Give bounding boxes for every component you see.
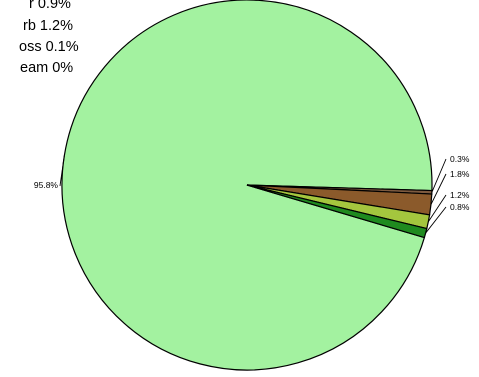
- pie-slice-label: 95.8%: [34, 180, 59, 190]
- pie-leader-line: [430, 173, 447, 205]
- pie-slice: [246, 184, 428, 239]
- pie-labels: 95.8% 0.3% 1.8% 1.2% 0.8%: [34, 154, 470, 212]
- pie-leader-line: [431, 158, 447, 193]
- legend-item: oss 0.1%: [19, 39, 79, 55]
- legend-item: eam 0%: [20, 60, 73, 76]
- pie-slice-label: 0.8%: [450, 202, 470, 212]
- legend-item: r 0.9%: [29, 0, 71, 12]
- legend-item: rb 1.2%: [23, 18, 73, 34]
- pie-slice-label: 1.8%: [450, 169, 470, 179]
- pie-leader-line: [427, 194, 447, 222]
- pie-leader-line: [425, 206, 447, 234]
- pie-leader-lines: [59, 155, 447, 234]
- legend: r 0.9% rb 1.2% oss 0.1% eam 0%: [19, 0, 79, 76]
- pie-slice-label: 0.3%: [450, 154, 470, 164]
- pie-slices: [61, 0, 433, 371]
- pie-leader-line: [59, 155, 65, 187]
- pie-slice-label: 1.2%: [450, 190, 470, 200]
